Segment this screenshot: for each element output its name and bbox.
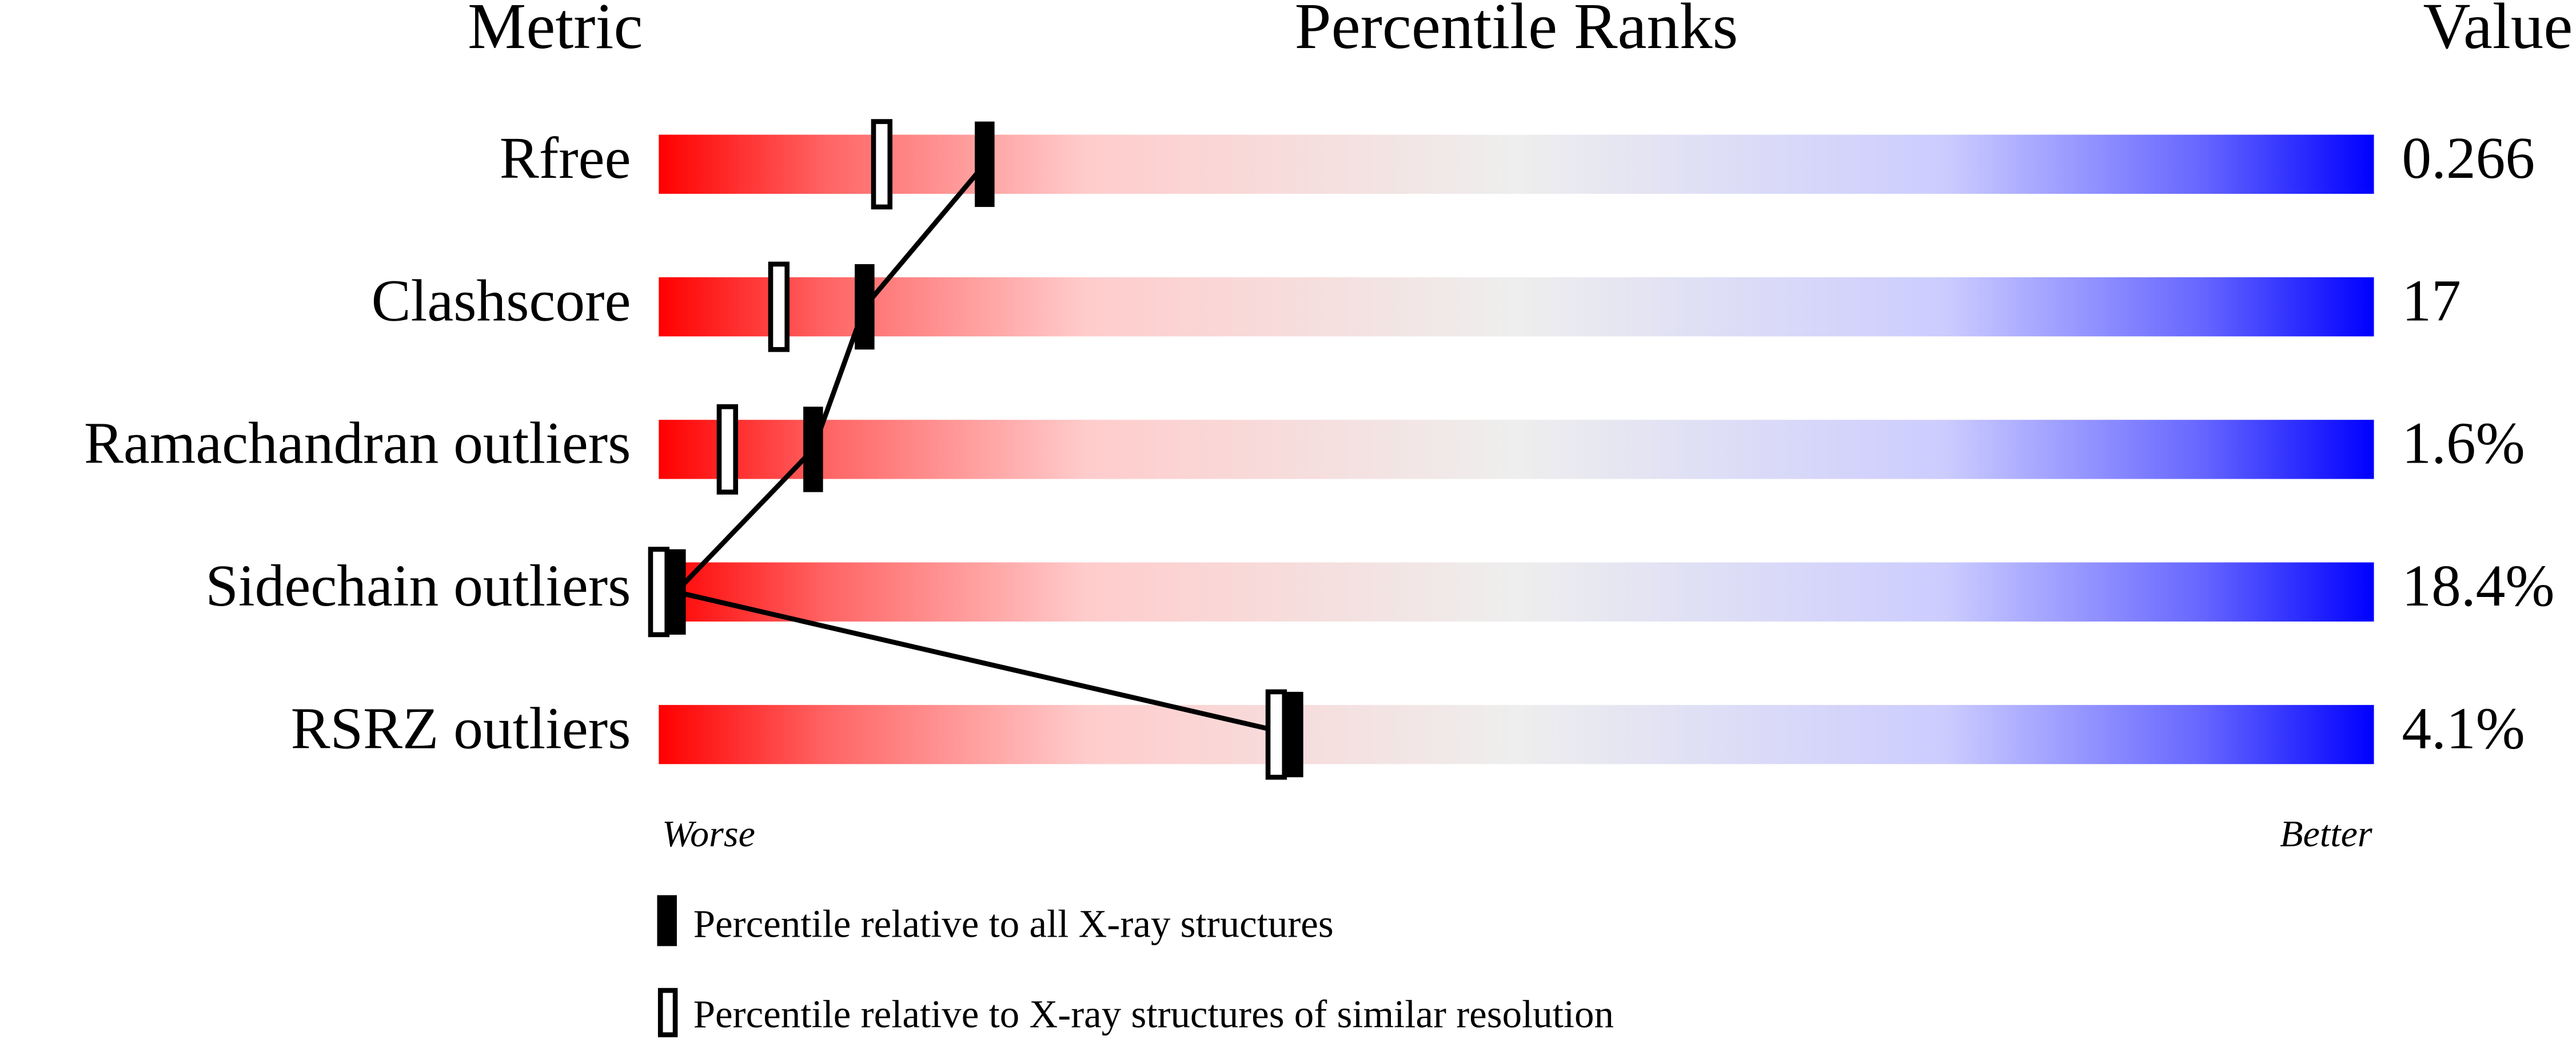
similar-resolution-marker [871, 119, 893, 210]
header-value: Value [2423, 0, 2573, 62]
gradient-bar [659, 562, 2374, 622]
gradient-bar [659, 704, 2374, 765]
value-label: 4.1% [2402, 696, 2525, 761]
metric-label: Rfree [500, 126, 631, 191]
gradient-bar [659, 420, 2374, 479]
better-label: Better [2280, 813, 2372, 855]
value-label: 18.4% [2402, 554, 2554, 619]
worse-label: Worse [662, 813, 755, 855]
value-label: 0.266 [2402, 126, 2535, 191]
gradient-bar [659, 277, 2374, 337]
all-structures-marker [666, 549, 686, 635]
metric-label: RSRZ outliers [291, 696, 631, 761]
similar-resolution-marker [1265, 689, 1287, 780]
metric-label: Ramachandran outliers [84, 411, 631, 476]
similar-resolution-marker [768, 261, 790, 352]
all-structures-marker [1283, 691, 1303, 778]
similar-resolution-marker [716, 404, 739, 495]
all-structures-marker [803, 407, 823, 492]
metric-label: Sidechain outliers [205, 554, 631, 619]
all-structures-marker [855, 264, 875, 350]
value-label: 1.6% [2402, 411, 2525, 476]
metric-label: Clashscore [372, 268, 631, 333]
header-metric: Metric [468, 0, 643, 62]
legend-label: Percentile relative to X-ray structures … [693, 993, 1614, 1036]
legend-swatch-outline [657, 988, 678, 1037]
similar-resolution-marker [648, 547, 670, 638]
legend-swatch-filled [657, 895, 677, 946]
legend-label: Percentile relative to all X-ray structu… [693, 902, 1334, 946]
value-label: 17 [2402, 268, 2461, 333]
gradient-bar [659, 134, 2374, 194]
header-percentile: Percentile Ranks [1295, 0, 1738, 62]
all-structures-marker [975, 121, 995, 207]
